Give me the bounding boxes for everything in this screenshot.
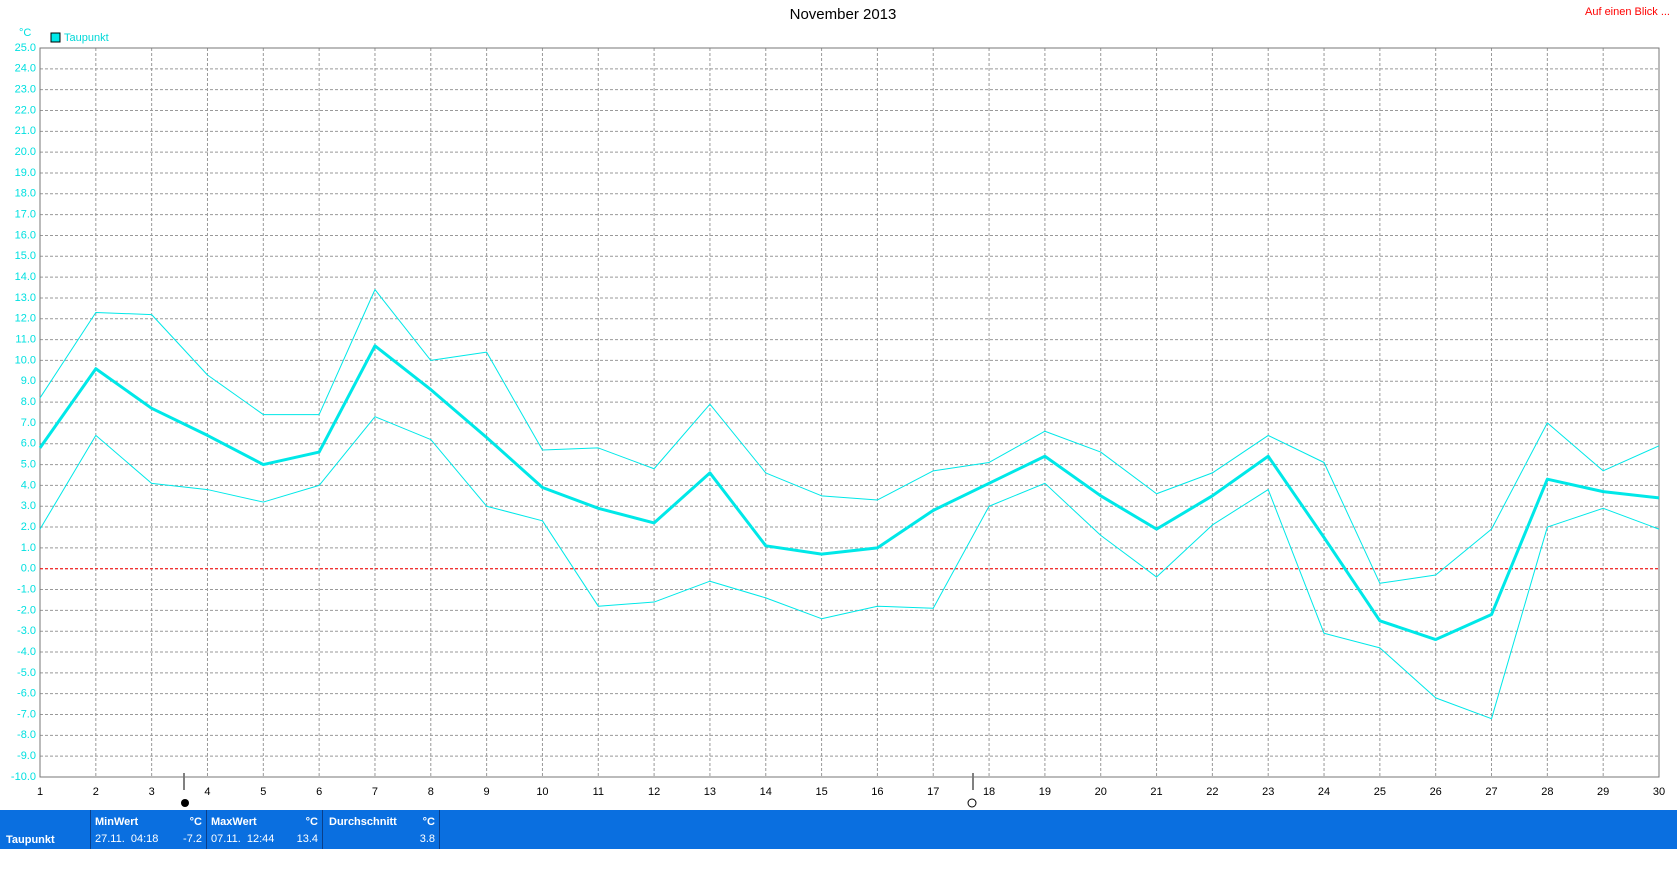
x-tick-label: 15 <box>815 786 827 798</box>
y-tick-label: 16.0 <box>15 229 36 241</box>
cell-unit: °C <box>422 816 435 828</box>
page: November 2013 Auf einen Blick ... °C Tau… <box>0 5 1677 849</box>
x-tick-label: 11 <box>593 786 604 798</box>
moon-icon <box>181 799 189 807</box>
y-tick-label: 21.0 <box>15 125 36 137</box>
y-tick-label: -1.0 <box>17 583 36 595</box>
y-tick-label: 14.0 <box>15 271 36 283</box>
cell-header: MinWert <box>95 816 139 828</box>
x-tick-label: 21 <box>1150 786 1162 798</box>
y-tick-label: -9.0 <box>17 750 36 762</box>
y-tick-label: -5.0 <box>17 667 36 679</box>
y-tick-label: 24.0 <box>15 63 36 75</box>
y-tick-label: 15.0 <box>15 250 36 262</box>
y-tick-label: 7.0 <box>21 417 36 429</box>
y-tick-label: 25.0 <box>15 42 36 54</box>
y-tick-label: 5.0 <box>21 458 36 470</box>
y-tick-label: -4.0 <box>17 646 36 658</box>
y-tick-label: 3.0 <box>21 500 36 512</box>
y-tick-label: 4.0 <box>21 479 36 491</box>
cell-header: Durchschnitt <box>329 816 397 828</box>
cell-value: 3.8 <box>419 833 435 845</box>
x-tick-label: 27 <box>1485 786 1497 798</box>
y-unit: °C <box>19 27 31 39</box>
moon-icon <box>967 798 977 808</box>
x-tick-label: 22 <box>1206 786 1218 798</box>
plot-frame <box>39 47 1660 778</box>
y-tick-label: -2.0 <box>17 604 36 616</box>
cell-value: 13.4 <box>296 833 318 845</box>
cell-time: 07.11. 12:44 <box>211 833 275 845</box>
x-tick-label: 7 <box>372 786 378 798</box>
x-tick-label: 6 <box>316 786 322 798</box>
series-line <box>39 289 1660 584</box>
x-tick-label: 14 <box>760 786 772 798</box>
x-tick-label: 18 <box>983 786 995 798</box>
series-line <box>39 416 1660 720</box>
y-tick-label: -8.0 <box>17 729 36 741</box>
cell-header: MaxWert <box>211 816 257 828</box>
y-tick-label: 18.0 <box>15 188 36 200</box>
x-tick-label: 2 <box>93 786 99 798</box>
x-tick-label: 5 <box>260 786 266 798</box>
cell-value: -7.2 <box>183 833 202 845</box>
y-tick-label: -3.0 <box>17 625 36 637</box>
y-tick-label: 0.0 <box>21 563 36 575</box>
overview-link[interactable]: Auf einen Blick ... <box>1585 6 1670 18</box>
cell-unit: °C <box>305 816 318 828</box>
cell-time: 27.11. 04:18 <box>95 833 159 845</box>
y-tick-label: 19.0 <box>15 167 36 179</box>
x-tick-label: 30 <box>1653 786 1665 798</box>
y-tick-label: -7.0 <box>17 708 36 720</box>
y-tick-label: 2.0 <box>21 521 36 533</box>
x-tick-label: 24 <box>1318 786 1330 798</box>
x-tick-label: 9 <box>484 786 490 798</box>
x-tick-label: 29 <box>1597 786 1609 798</box>
x-tick-label: 20 <box>1095 786 1107 798</box>
y-tick-label: 8.0 <box>21 396 36 408</box>
legend-swatch <box>50 32 61 43</box>
y-tick-label: 10.0 <box>15 354 36 366</box>
summary-row-label: Taupunkt <box>0 810 91 849</box>
x-tick-label: 28 <box>1541 786 1553 798</box>
x-tick-label: 10 <box>536 786 548 798</box>
x-tick-label: 3 <box>149 786 155 798</box>
x-tick-label: 26 <box>1430 786 1442 798</box>
x-tick-label: 1 <box>37 786 43 798</box>
summary-bar: Taupunkt MinWert °C 27.11. 04:18 -7.2 Ma… <box>0 810 1677 849</box>
x-tick-label: 23 <box>1262 786 1274 798</box>
summary-cell: MaxWert °C 07.11. 12:44 13.4 <box>207 810 323 849</box>
row-label: Taupunkt <box>6 834 55 846</box>
y-tick-label: 11.0 <box>15 334 36 346</box>
y-tick-label: 23.0 <box>15 84 36 96</box>
x-tick-label: 8 <box>428 786 434 798</box>
x-tick-label: 4 <box>204 786 210 798</box>
chart-title: November 2013 <box>790 6 897 23</box>
y-tick-label: 6.0 <box>21 438 36 450</box>
y-tick-label: 20.0 <box>15 146 36 158</box>
y-tick-label: -6.0 <box>17 688 36 700</box>
x-tick-label: 25 <box>1374 786 1386 798</box>
y-tick-label: 1.0 <box>21 542 36 554</box>
y-tick-label: 12.0 <box>15 313 36 325</box>
summary-cell: MinWert °C 27.11. 04:18 -7.2 <box>91 810 207 849</box>
cell-unit: °C <box>189 816 202 828</box>
legend-label: Taupunkt <box>64 32 109 44</box>
y-tick-label: 13.0 <box>15 292 36 304</box>
chart: November 2013 Auf einen Blick ... °C Tau… <box>11 6 1670 808</box>
y-tick-label: -10.0 <box>11 771 36 783</box>
x-tick-label: 17 <box>927 786 939 798</box>
x-tick-label: 19 <box>1039 786 1051 798</box>
x-tick-label: 16 <box>871 786 883 798</box>
series-line <box>38 344 1660 642</box>
y-tick-label: 22.0 <box>15 104 36 116</box>
summary-cell: Durchschnitt °C 3.8 <box>323 810 440 849</box>
y-tick-label: 9.0 <box>21 375 36 387</box>
x-tick-label: 13 <box>704 786 716 798</box>
x-tick-label: 12 <box>648 786 660 798</box>
y-tick-label: 17.0 <box>15 209 36 221</box>
